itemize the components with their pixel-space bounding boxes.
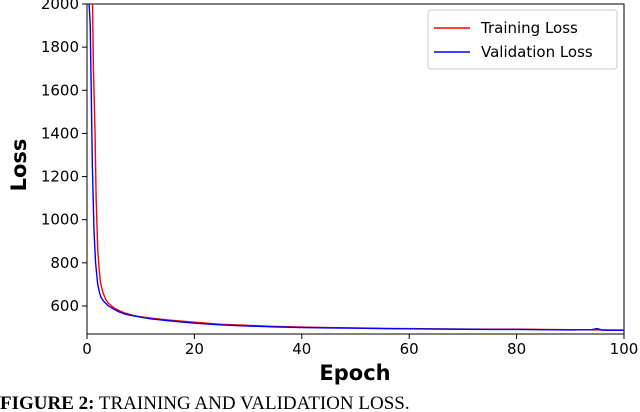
y-tick-label-4: 1400 bbox=[41, 124, 79, 142]
series-line-1 bbox=[88, 4, 624, 332]
y-tick-label-0: 600 bbox=[50, 297, 79, 315]
plot-frame bbox=[86, 3, 625, 335]
legend-label-training: Training Loss bbox=[480, 19, 578, 37]
x-tick-label-0: 0 bbox=[82, 340, 92, 358]
figure-caption-label: FIGURE 2: bbox=[0, 393, 94, 412]
y-tick-label-5: 1600 bbox=[41, 81, 79, 99]
x-tick-label-1: 20 bbox=[185, 340, 204, 358]
figure-caption: FIGURE 2: TRAINING AND VALIDATION LOSS. bbox=[0, 393, 410, 412]
x-axis-ticks: 0 20 40 60 80 100 bbox=[82, 334, 638, 358]
y-tick-label-7: 2000 bbox=[41, 0, 79, 13]
x-tick-label-3: 60 bbox=[400, 340, 419, 358]
x-tick-label-5: 100 bbox=[610, 340, 639, 358]
x-tick-label-2: 40 bbox=[292, 340, 311, 358]
y-axis-title: Loss bbox=[7, 139, 31, 192]
y-axis-ticks: 600 800 1000 1200 1400 1600 1800 2000 bbox=[41, 0, 87, 315]
y-tick-label-3: 1200 bbox=[41, 168, 79, 186]
x-axis-title: Epoch bbox=[319, 361, 390, 385]
legend-box bbox=[427, 9, 618, 70]
figure-caption-text: TRAINING AND VALIDATION LOSS. bbox=[94, 393, 409, 412]
legend: Training Loss Validation Loss bbox=[427, 9, 618, 70]
series-layer bbox=[88, 4, 624, 332]
y-tick-label-6: 1800 bbox=[41, 38, 79, 56]
x-tick-label-4: 80 bbox=[507, 340, 526, 358]
legend-label-validation: Validation Loss bbox=[481, 43, 593, 61]
y-tick-label-1: 800 bbox=[50, 254, 79, 272]
y-tick-label-2: 1000 bbox=[41, 211, 79, 229]
